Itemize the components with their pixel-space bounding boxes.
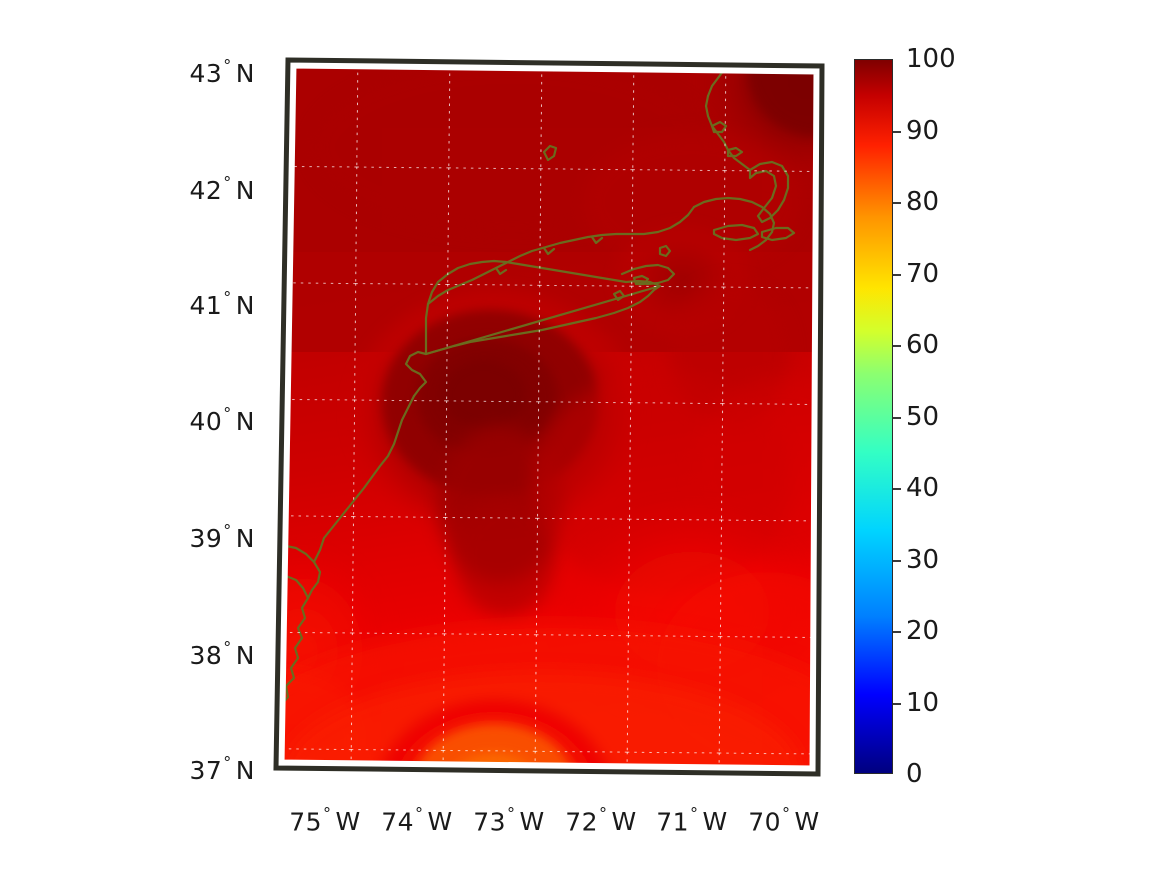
degree-icon: ° (782, 804, 791, 823)
hemisphere-label: N (235, 59, 255, 89)
lat-tick-value: 41 (189, 291, 223, 321)
lat-tick-value: 39 (189, 524, 223, 554)
contour-map (262, 52, 838, 782)
lon-tick-value: 74 (381, 807, 415, 837)
colorbar-tick-label-80: 80 (906, 187, 940, 217)
degree-icon: ° (223, 287, 232, 307)
colorbar-tick-label-50: 50 (906, 401, 940, 432)
colorbar-tick-60 (893, 345, 901, 347)
colorbar-tick-label-0: 0 (906, 759, 923, 789)
hemisphere-label: W (335, 807, 361, 837)
degree-icon: ° (690, 804, 699, 823)
lat-tick-value: 43 (189, 59, 223, 89)
degree-icon: ° (223, 172, 232, 192)
lon-tick-label-71: 71° W (656, 804, 728, 837)
map-data-layer (280, 64, 818, 770)
hemisphere-label: N (235, 641, 255, 671)
lon-tick-value: 72 (565, 807, 599, 837)
colorbar-tick-20 (893, 631, 901, 633)
lat-tick-value: 37 (189, 756, 223, 786)
colorbar-tick-10 (893, 702, 901, 705)
hemisphere-label: W (519, 807, 545, 837)
map-inner-margin (275, 59, 823, 775)
hemisphere-label: N (235, 291, 255, 321)
lat-tick-label-42: 42° N (189, 172, 255, 206)
lat-tick-label-40: 40° N (189, 403, 255, 437)
hemisphere-label: W (427, 807, 453, 837)
degree-icon: ° (323, 804, 332, 823)
lat-tick-value: 38 (189, 641, 223, 671)
lon-tick-label-72: 72° W (565, 804, 637, 837)
colorbar-tick-90 (893, 130, 901, 133)
lat-tick-label-38: 38° N (189, 637, 255, 671)
hemisphere-label: W (611, 807, 637, 837)
hemisphere-label: W (702, 807, 728, 837)
lon-tick-value: 71 (656, 807, 690, 837)
lon-tick-label-75: 75° W (289, 804, 361, 837)
lat-tick-label-39: 39° N (189, 520, 255, 554)
map-frame (273, 57, 825, 777)
longitude-axis: 75° W 74° W 73° W 72° W 71° W 70° W (0, 804, 1167, 846)
hemisphere-label: W (794, 807, 820, 837)
hemisphere-label: N (235, 524, 255, 554)
lon-tick-value: 75 (289, 807, 323, 837)
degree-icon: ° (223, 520, 232, 540)
hemisphere-label: N (235, 176, 255, 206)
degree-icon: ° (223, 55, 232, 75)
lat-tick-value: 40 (189, 407, 223, 437)
lat-tick-label-41: 41° N (189, 287, 255, 321)
lat-tick-label-37: 37° N (189, 752, 255, 786)
degree-icon: ° (223, 752, 232, 772)
map-panel (262, 52, 838, 782)
lon-tick-value: 70 (748, 807, 782, 837)
colorbar-tick-label-30: 30 (906, 544, 940, 575)
lon-tick-label-74: 74° W (381, 804, 453, 837)
colorbar-tick-label-100: 100 (906, 44, 956, 74)
colorbar[interactable]: 100 90 80 70 60 50 40 30 20 10 0 (854, 44, 956, 789)
lon-tick-label-70: 70° W (748, 804, 820, 837)
hemisphere-label: N (235, 756, 255, 786)
colorbar-gradient (854, 59, 893, 774)
colorbar-tick-label-70: 70 (906, 258, 940, 289)
lat-tick-value: 42 (189, 176, 223, 206)
colorbar-tick-30 (893, 559, 901, 562)
degree-icon: ° (223, 403, 232, 423)
latitude-axis: 43° N 42° N 41° N 40° N 39° N 38° N 37° N (70, 0, 255, 875)
map-gridlines (280, 64, 818, 770)
lon-tick-label-73: 73° W (473, 804, 545, 837)
colorbar-tick-label-60: 60 (906, 330, 940, 360)
colorbar-tick-70 (893, 273, 901, 276)
lat-tick-label-43: 43° N (189, 55, 255, 89)
colorbar-tick-label-90: 90 (906, 115, 940, 146)
lon-tick-value: 73 (473, 807, 507, 837)
degree-icon: ° (599, 804, 608, 823)
hemisphere-label: N (235, 407, 255, 437)
colorbar-tick-40 (893, 488, 901, 490)
colorbar-tick-80 (893, 202, 901, 204)
colorbar-tick-label-40: 40 (906, 473, 940, 503)
colorbar-tick-50 (893, 416, 901, 419)
colorbar-tick-label-20: 20 (906, 616, 940, 646)
degree-icon: ° (223, 637, 232, 657)
degree-icon: ° (507, 804, 516, 823)
degree-icon: ° (415, 804, 424, 823)
colorbar-tick-label-10: 10 (906, 687, 940, 718)
